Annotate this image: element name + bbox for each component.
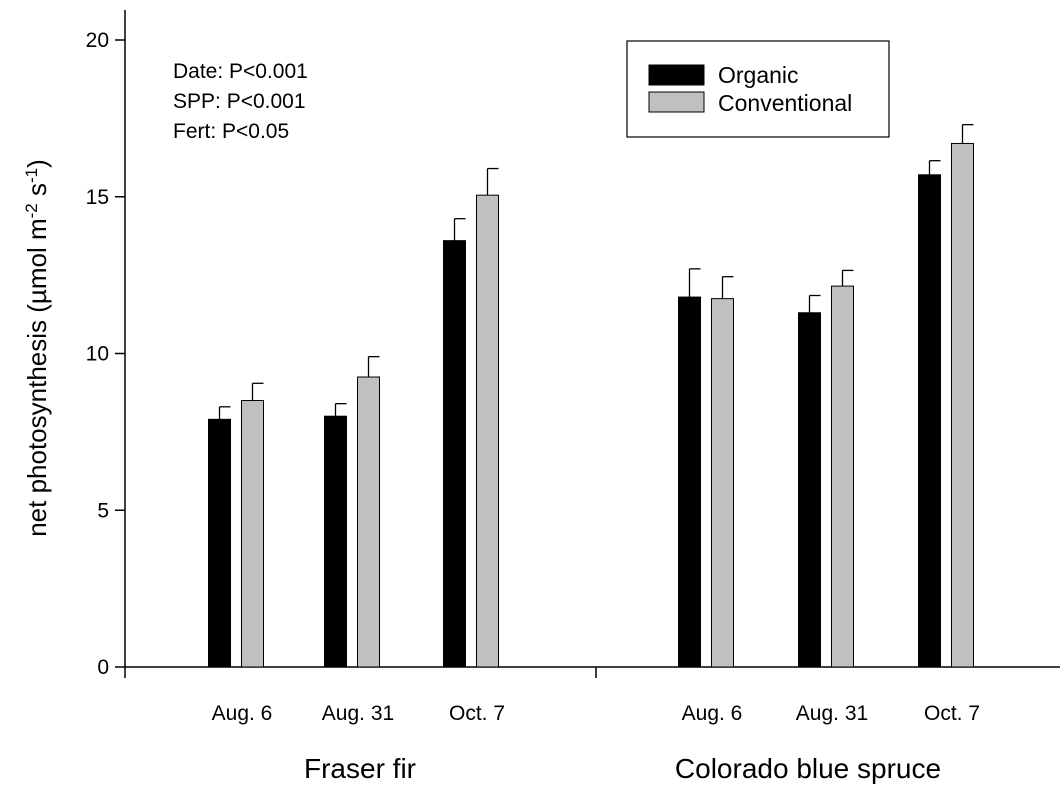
- bar-conventional-4: [831, 285, 854, 668]
- category-label: Aug. 6: [212, 702, 273, 725]
- y-axis-label: net photosynthesis (µmol m-2 s-1): [22, 159, 53, 537]
- legend-label-organic: Organic: [718, 62, 799, 88]
- bar-conventional-0: [241, 400, 264, 668]
- y-tick-label: 20: [86, 29, 109, 52]
- y-tick-label: 5: [97, 499, 109, 522]
- category-label: Aug. 31: [796, 702, 868, 725]
- bar-organic-1: [324, 415, 347, 668]
- legend-box: [626, 40, 890, 138]
- bar-conventional-1: [357, 376, 380, 668]
- stat-annotation-spp: SPP: P<0.001: [173, 90, 306, 113]
- bar-conventional-2: [476, 194, 499, 668]
- legend-swatch-conventional: [648, 91, 705, 113]
- bar-organic-0: [208, 418, 231, 668]
- y-tick-label: 0: [97, 656, 109, 679]
- group-label-colorado-blue-spruce: Colorado blue spruce: [675, 753, 941, 784]
- stat-annotation-fert: Fert: P<0.05: [173, 120, 289, 143]
- legend: Organic Conventional: [626, 40, 890, 138]
- bar-conventional-3: [711, 298, 734, 668]
- legend-swatch-organic: [648, 64, 705, 86]
- bar-organic-3: [678, 296, 701, 668]
- category-label: Oct. 7: [449, 702, 505, 725]
- category-label: Aug. 31: [322, 702, 394, 725]
- category-label: Aug. 6: [682, 702, 743, 725]
- stat-annotation-date: Date: P<0.001: [173, 60, 308, 83]
- bar-organic-2: [443, 240, 466, 668]
- y-tick-label: 10: [86, 343, 109, 366]
- bar-organic-4: [798, 312, 821, 668]
- category-label: Oct. 7: [924, 702, 980, 725]
- y-tick-label: 15: [86, 186, 109, 209]
- group-label-fraser-fir: Fraser fir: [304, 753, 416, 784]
- bar-organic-5: [918, 174, 941, 668]
- legend-label-conventional: Conventional: [718, 90, 852, 116]
- bar-conventional-5: [951, 142, 974, 668]
